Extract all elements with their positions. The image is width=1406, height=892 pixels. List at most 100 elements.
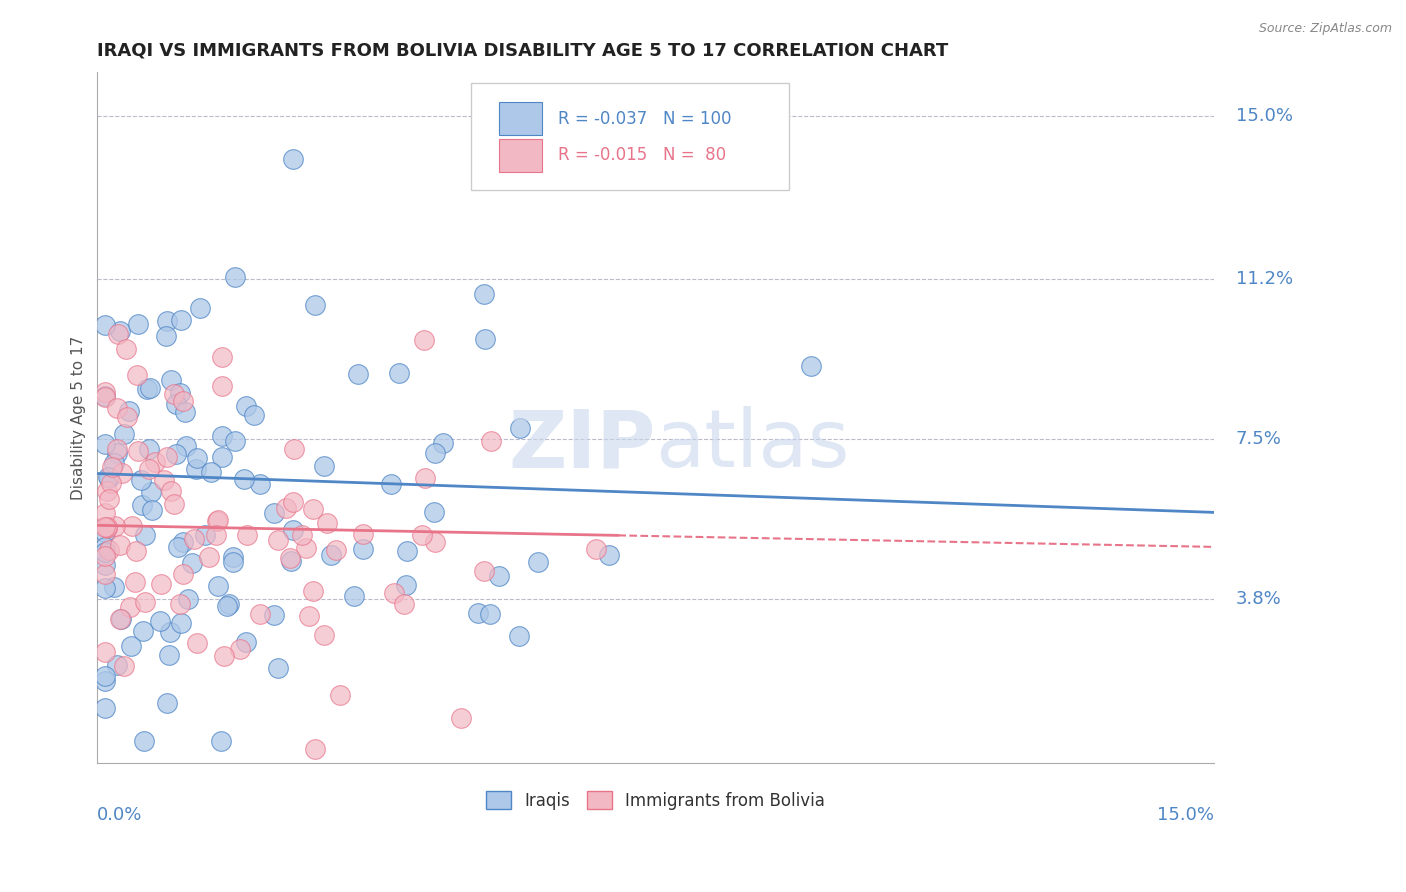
Point [97,543,120,558]
Point [139,485,162,500]
Point [94,520,117,534]
Point [450,711,472,725]
Point [94,437,117,451]
Point [110,538,132,552]
Point [207,579,229,593]
Point [127,443,149,458]
Text: R = -0.015   N =  80: R = -0.015 N = 80 [558,146,727,164]
Point [222,549,245,564]
Point [380,477,402,491]
Point [598,548,620,562]
Point [242,409,264,423]
Point [325,542,347,557]
Point [280,554,302,568]
Text: 11.2%: 11.2% [1236,270,1294,288]
Point [298,609,321,624]
Point [176,439,198,453]
Point [94,581,117,595]
Point [479,434,502,449]
Point [214,648,236,663]
Point [136,382,159,396]
Point [211,378,233,392]
Point [222,555,245,569]
Point [107,326,129,341]
Point [200,465,222,479]
Point [165,397,187,411]
Point [474,564,496,578]
Point [155,329,177,343]
Point [263,608,285,623]
Point [165,447,187,461]
Point [169,386,191,401]
Point [172,566,194,581]
Point [411,528,433,542]
Point [329,688,352,702]
Point [94,525,117,540]
Point [474,332,496,346]
Point [169,597,191,611]
Point [198,549,221,564]
Point [108,612,131,626]
Point [97,470,120,484]
Point [304,742,326,756]
Point [235,528,257,542]
Point [105,657,128,672]
Point [131,498,153,512]
Point [94,549,117,564]
Point [105,401,128,416]
Point [94,390,117,404]
Point [315,516,337,530]
Point [319,548,342,562]
Point [94,318,117,332]
Point [159,625,181,640]
Point [172,535,194,549]
Point [103,457,125,471]
Point [96,521,118,535]
Point [125,368,148,382]
Point [134,528,156,542]
Point [156,696,179,710]
Point [229,642,252,657]
Point [509,421,531,435]
Point [121,519,143,533]
Point [224,434,246,449]
Point [291,528,314,542]
Point [105,442,128,457]
Point [94,506,117,520]
Point [110,611,132,625]
Point [111,466,134,480]
Point [156,314,179,328]
Point [218,597,240,611]
FancyBboxPatch shape [471,83,789,190]
Point [98,471,121,485]
Point [215,599,238,613]
Point [301,583,323,598]
Point [304,298,326,312]
Point [235,634,257,648]
Point [127,318,149,332]
Point [94,701,117,715]
Point [263,506,285,520]
Point [392,597,415,611]
Point [283,494,305,508]
Point [96,483,118,498]
Point [118,404,141,418]
Point [103,580,125,594]
Point [413,334,436,348]
Point [125,544,148,558]
Point [138,462,160,476]
Point [395,544,418,558]
Point [207,513,229,527]
Text: IRAQI VS IMMIGRANTS FROM BOLIVIA DISABILITY AGE 5 TO 17 CORRELATION CHART: IRAQI VS IMMIGRANTS FROM BOLIVIA DISABIL… [97,42,949,60]
Point [108,324,131,338]
Point [143,455,166,469]
Point [149,614,172,628]
Point [186,636,208,650]
Point [347,367,370,381]
Point [94,566,117,581]
Point [170,313,193,327]
Point [388,366,411,380]
Point [352,541,374,556]
Point [211,428,233,442]
Point [104,518,127,533]
